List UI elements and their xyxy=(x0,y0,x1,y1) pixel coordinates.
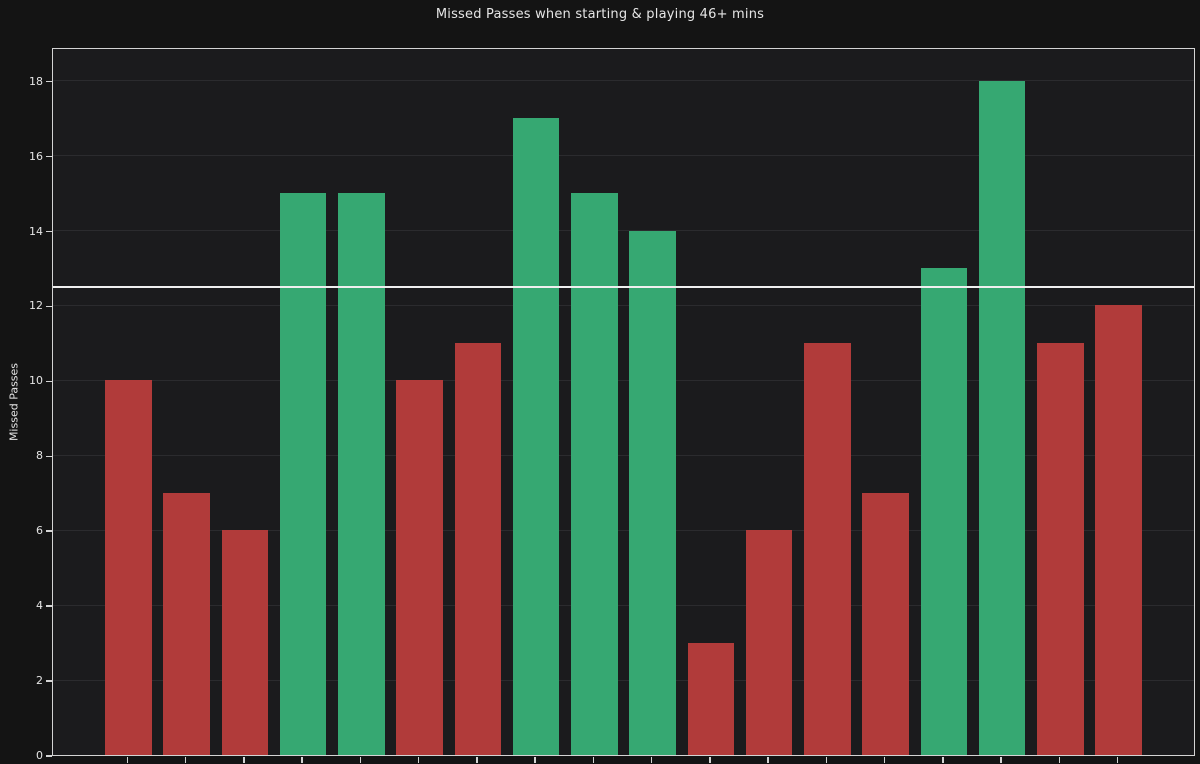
gridline-2 xyxy=(53,679,1194,681)
x-tick-mark-6 xyxy=(417,757,420,763)
x-tick-mark-14 xyxy=(883,757,886,763)
x-tick-mark-8 xyxy=(534,757,536,763)
bar-12 xyxy=(745,530,793,755)
y-tick-mark-12 xyxy=(46,305,52,308)
y-tick-mark-10 xyxy=(46,380,52,383)
bar-6 xyxy=(396,380,443,755)
bar-1 xyxy=(105,380,152,755)
x-tick-mark-4 xyxy=(301,757,303,763)
x-tick-mark-7 xyxy=(476,757,478,763)
bar-10 xyxy=(629,230,676,755)
reference-line xyxy=(53,285,1194,288)
bar-3 xyxy=(221,530,269,755)
y-tick-mark-2 xyxy=(46,680,52,682)
y-tick-mark-6 xyxy=(46,530,52,532)
bar-18 xyxy=(1095,305,1142,755)
gridline-6 xyxy=(53,529,1194,531)
bar-2 xyxy=(163,492,210,755)
gridline-18 xyxy=(53,80,1194,82)
gridline-8 xyxy=(53,454,1194,456)
gridline-16 xyxy=(53,155,1194,157)
x-tick-mark-11 xyxy=(709,757,711,763)
y-tick-mark-14 xyxy=(46,230,52,233)
gridline-10 xyxy=(53,379,1194,381)
bar-4 xyxy=(279,193,327,755)
bar-17 xyxy=(1037,342,1084,755)
x-tick-mark-1 xyxy=(126,757,129,763)
y-tick-mark-0 xyxy=(46,755,52,757)
x-tick-mark-17 xyxy=(1058,757,1061,763)
bar-8 xyxy=(512,118,560,755)
x-tick-mark-3 xyxy=(243,757,245,763)
y-tick-label-18: 18 xyxy=(29,74,43,88)
y-tick-label-14: 14 xyxy=(29,224,43,238)
y-tick-label-0: 0 xyxy=(36,749,43,762)
x-tick-mark-13 xyxy=(825,757,828,763)
bar-16 xyxy=(978,80,1026,755)
x-tick-mark-16 xyxy=(1000,757,1002,763)
x-tick-mark-10 xyxy=(650,757,653,763)
y-tick-label-2: 2 xyxy=(36,674,43,688)
bar-5 xyxy=(338,193,385,755)
x-tick-mark-12 xyxy=(767,757,769,763)
chart-title: Missed Passes when starting & playing 46… xyxy=(435,7,765,22)
y-tick-label-12: 12 xyxy=(29,299,43,313)
y-tick-label-6: 6 xyxy=(36,524,43,538)
x-tick-mark-18 xyxy=(1116,757,1119,763)
x-tick-mark-9 xyxy=(592,757,595,763)
bar-14 xyxy=(862,492,909,755)
y-tick-mark-4 xyxy=(46,605,52,607)
gridline-4 xyxy=(53,604,1194,606)
y-tick-label-4: 4 xyxy=(36,599,43,613)
plot-area xyxy=(52,48,1195,756)
y-tick-label-8: 8 xyxy=(36,449,43,463)
gridline-12 xyxy=(53,304,1194,306)
y-tick-mark-18 xyxy=(46,80,52,83)
bar-13 xyxy=(804,342,851,755)
bar-11 xyxy=(687,642,735,755)
x-tick-mark-5 xyxy=(359,757,362,763)
y-tick-label-16: 16 xyxy=(29,149,43,163)
bar-9 xyxy=(571,193,618,755)
y-tick-mark-16 xyxy=(46,155,52,158)
x-tick-mark-2 xyxy=(184,757,187,763)
bar-7 xyxy=(454,342,502,755)
y-tick-mark-8 xyxy=(46,455,52,458)
bar-15 xyxy=(920,268,968,755)
y-tick-label-10: 10 xyxy=(29,374,43,388)
x-tick-mark-15 xyxy=(942,757,944,763)
gridline-14 xyxy=(53,230,1194,232)
